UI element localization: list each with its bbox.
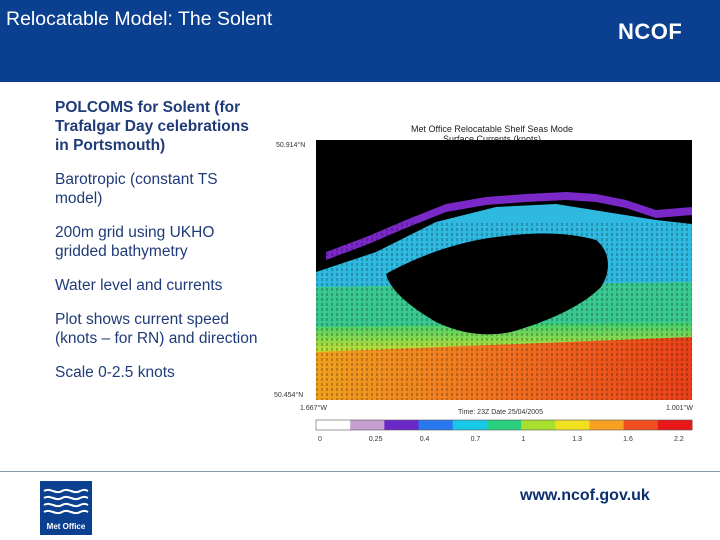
colorbar-swatch	[623, 420, 659, 430]
colorbar-swatch	[555, 420, 590, 430]
bullet-item: 200m grid using UKHO gridded bathymetry	[55, 224, 215, 260]
colorbar-ticks: 0 0.25 0.4 0.7 1 1.3 1.6 2.2	[318, 436, 684, 443]
colorbar-tick-label: 0.25	[369, 436, 383, 443]
colorbar-swatch	[589, 420, 625, 430]
colorbar-tick-label: 1	[521, 436, 525, 443]
lon-right-label: 1.001°W	[666, 404, 693, 412]
met-office-logo: Met Office	[40, 481, 92, 535]
bullet-item: Water level and currents	[55, 277, 223, 294]
colorbar-tick-label: 0	[318, 436, 322, 443]
wave-icon	[43, 495, 89, 501]
wave-icon	[43, 509, 89, 515]
footer-divider	[0, 471, 720, 472]
colorbar-swatch	[384, 420, 420, 430]
colorbar-swatch	[316, 420, 351, 430]
colorbar	[315, 419, 693, 431]
lat-bottom-label: 50.454°N	[274, 391, 303, 399]
header-bar: Relocatable Model: The Solent NCOF	[0, 0, 720, 82]
colorbar-tick-label: 0.7	[471, 436, 481, 443]
colorbar-swatch	[657, 420, 693, 430]
colorbar-swatch	[350, 420, 385, 430]
met-office-logo-text: Met Office	[47, 522, 86, 531]
colorbar-swatch	[452, 420, 488, 430]
colorbar-tick-label: 2.2	[674, 436, 684, 443]
colorbar-swatch	[486, 420, 522, 430]
bullet-list: POLCOMS for Solent (for Trafalgar Day ce…	[55, 98, 265, 397]
bullet-item: Barotropic (constant TS model)	[55, 171, 218, 207]
slide-title: Relocatable Model: The Solent	[6, 8, 273, 30]
colorbar-tick-label: 1.6	[623, 436, 633, 443]
figure-title-line1: Met Office Relocatable Shelf Seas Mode	[411, 124, 573, 134]
bullet-item: Scale 0-2.5 knots	[55, 364, 175, 381]
bullet-item: Plot shows current speed (knots – for RN…	[55, 311, 258, 347]
current-arrows-overlay	[316, 222, 692, 400]
colorbar-swatch	[521, 420, 556, 430]
map-area	[316, 140, 692, 400]
wave-icon	[43, 488, 89, 494]
footer-url: www.ncof.gov.uk	[520, 487, 650, 504]
colorbar-tick-label: 1.3	[572, 436, 582, 443]
colorbar-frame	[315, 419, 693, 431]
colorbar-swatch	[418, 420, 454, 430]
colorbar-tick-label: 0.4	[420, 436, 430, 443]
lat-top-label: 50.914°N	[276, 141, 305, 149]
current-speed-plot: Met Office Relocatable Shelf Seas Mode S…	[274, 124, 693, 443]
time-label: Time: 23Z Date 25/04/2005	[458, 409, 543, 416]
mainland-coast	[316, 140, 692, 256]
wave-icon	[43, 502, 89, 508]
figure-title-line2: Surface Currents (knots)	[443, 134, 541, 144]
bullet-item: POLCOMS for Solent (for Trafalgar Day ce…	[55, 99, 249, 154]
lon-left-label: 1.667°W	[300, 404, 327, 412]
ncof-logo: NCOF	[618, 19, 683, 44]
